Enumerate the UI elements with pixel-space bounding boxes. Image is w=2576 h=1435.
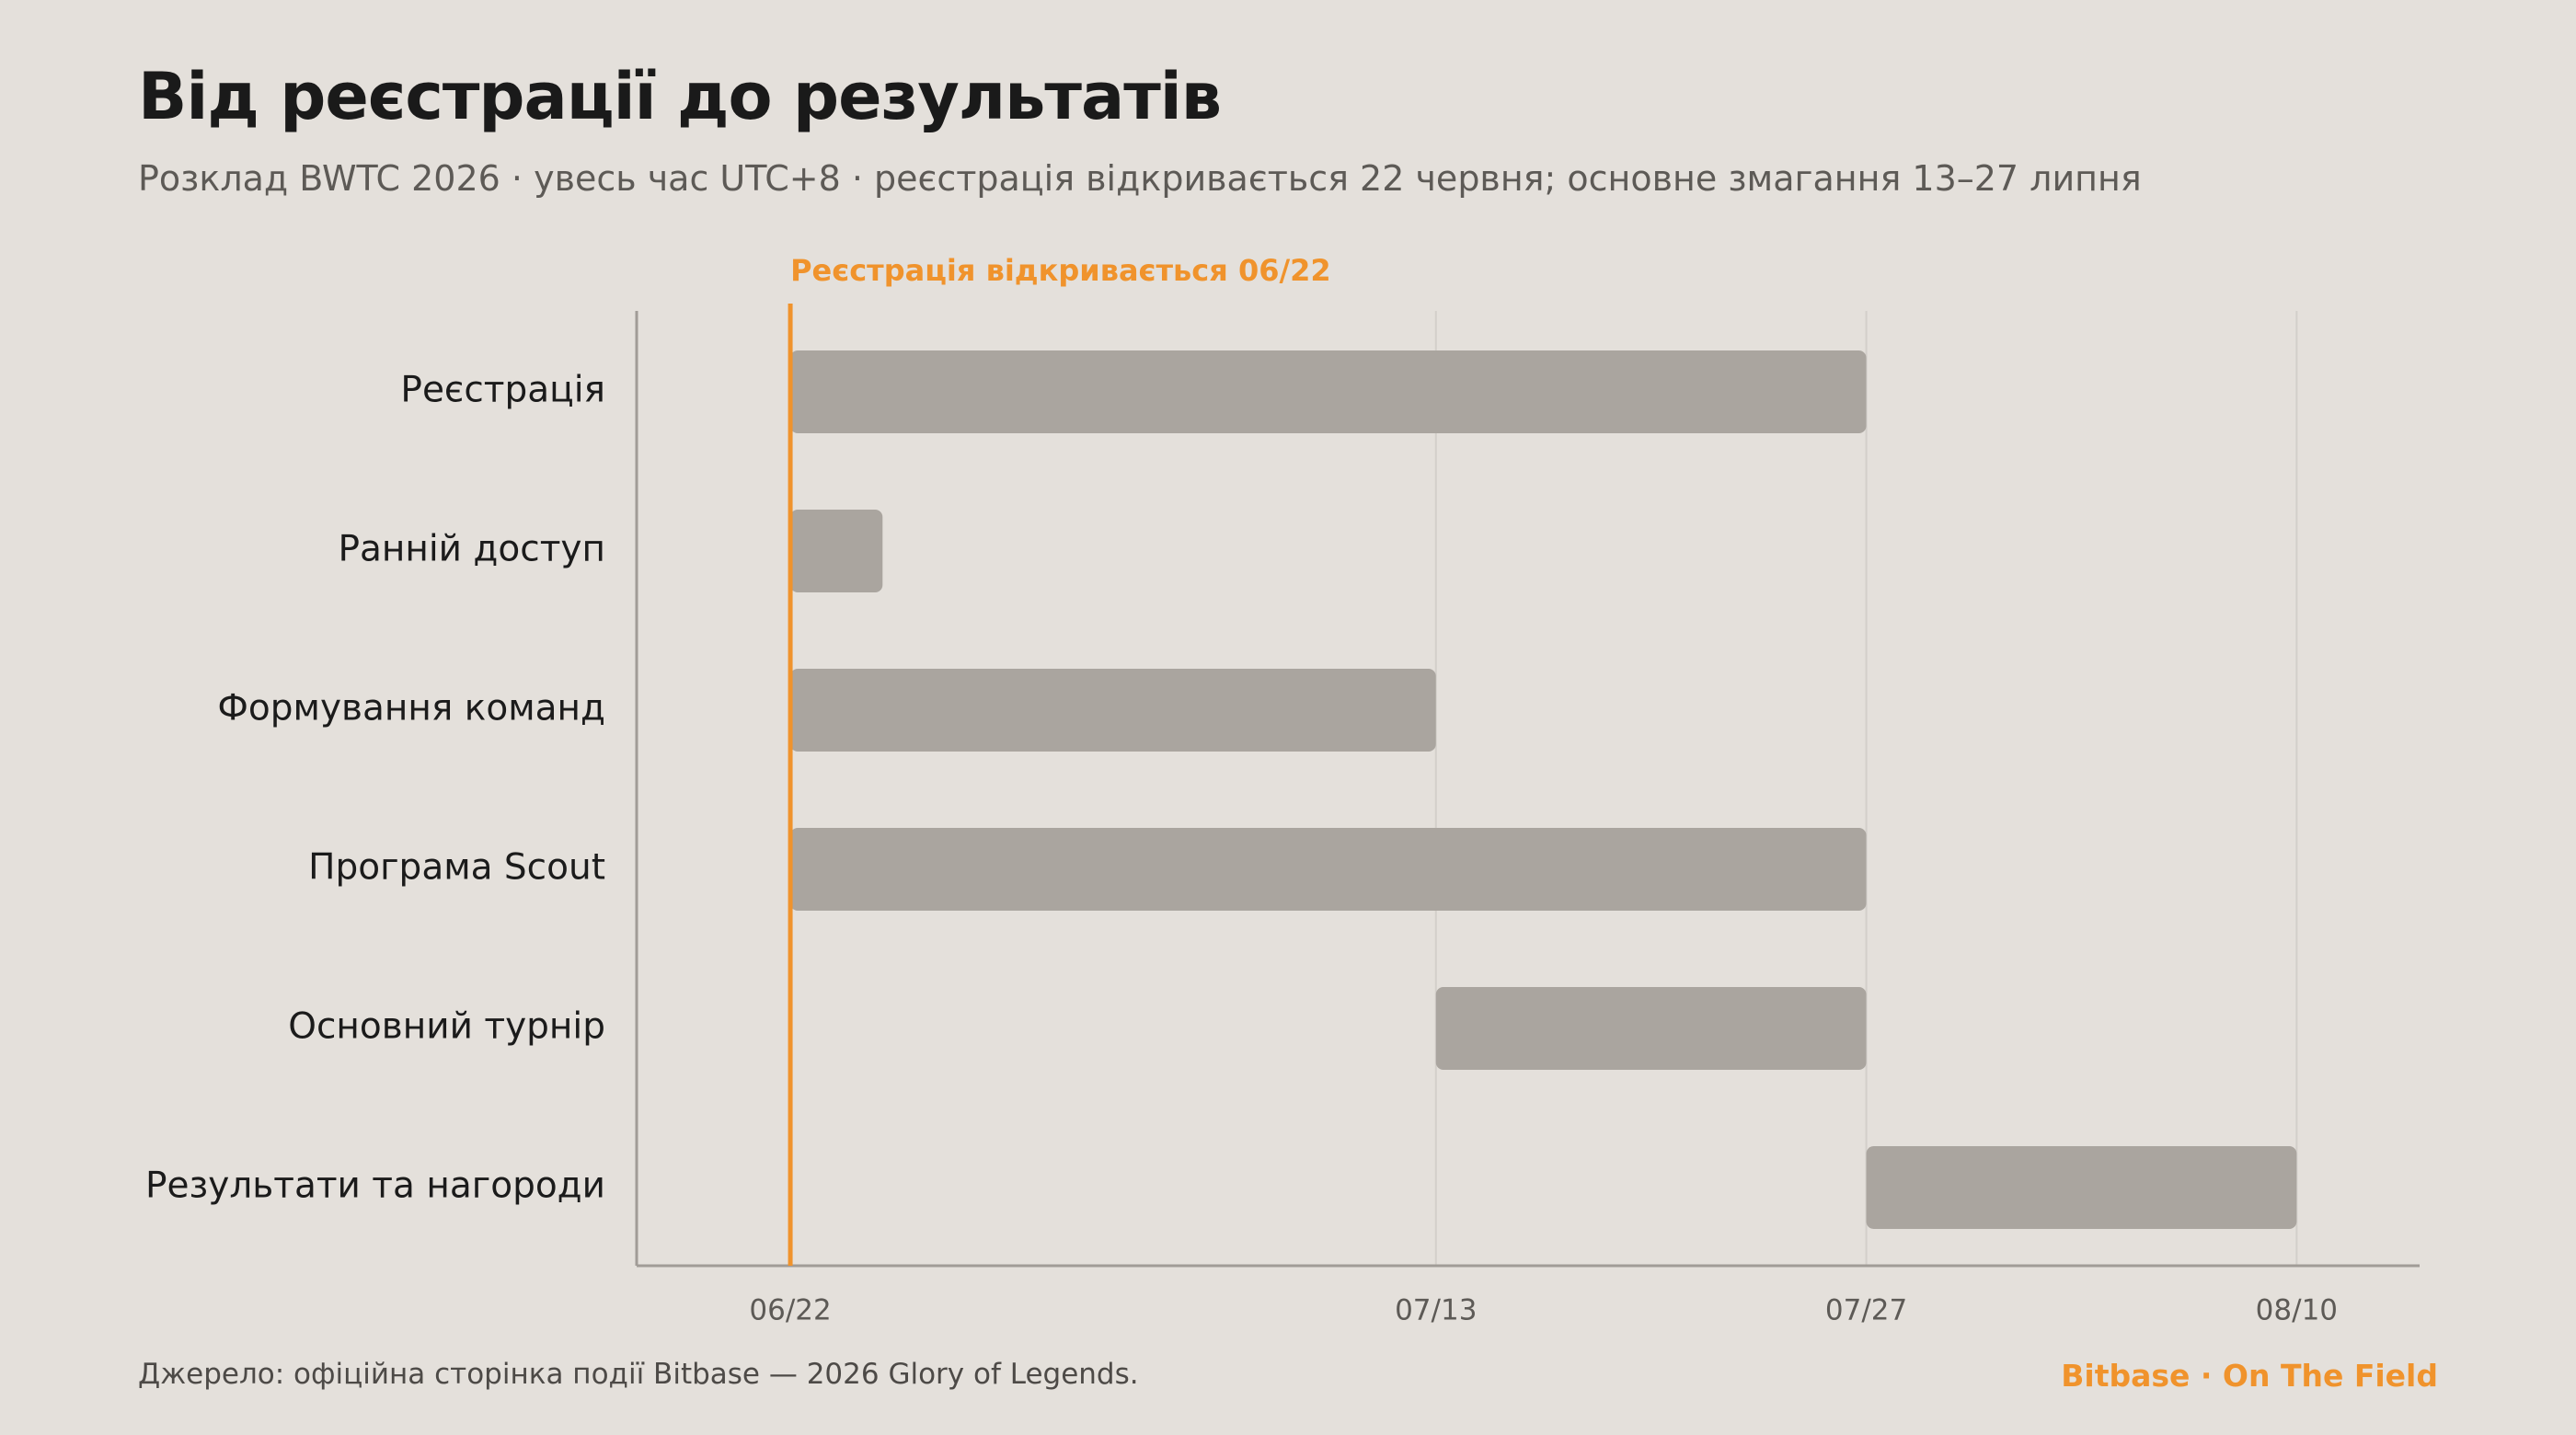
- category-label-2: Формування команд: [217, 688, 605, 729]
- task-bars: [790, 350, 2297, 1229]
- category-labels: Реєстрація Ранній доступ Формування команд…: [145, 370, 605, 1207]
- category-label-0: Реєстрація: [400, 370, 605, 411]
- category-label-3: Програма Scout: [308, 847, 605, 889]
- task-bar-5: [1866, 1146, 2297, 1229]
- brand-label: Bitbase · On The Field: [2061, 1358, 2438, 1394]
- x-tick-labels: 06/22 07/13 07/27 08/10: [749, 1294, 2338, 1327]
- chart-title: Від реєстрації до результатів: [138, 59, 1222, 134]
- category-label-5: Результати та нагороди: [145, 1165, 605, 1207]
- chart-subtitle: Розклад BWTC 2026 · увесь час UTC+8 · ре…: [138, 158, 2142, 199]
- task-bar-4: [1435, 987, 1867, 1070]
- task-bar-0: [790, 350, 1867, 433]
- x-tick-label-0: 06/22: [749, 1294, 831, 1327]
- x-tick-label-1: 07/13: [1395, 1294, 1477, 1327]
- marker-label: Реєстрація відкривається 06/22: [790, 253, 1331, 288]
- task-bar-2: [790, 669, 1436, 752]
- source-note: Джерело: офіційна сторінка події Bitbase…: [138, 1358, 1139, 1391]
- task-bar-3: [790, 828, 1867, 911]
- x-tick-label-3: 08/10: [2256, 1294, 2338, 1327]
- axes: [635, 311, 2420, 1268]
- category-label-4: Основний турнір: [288, 1006, 605, 1048]
- task-bar-1: [790, 510, 883, 592]
- x-tick-label-2: 07/27: [1825, 1294, 1907, 1327]
- registration-marker: Реєстрація відкривається 06/22: [788, 253, 1331, 1266]
- grid-lines: [789, 311, 2298, 1266]
- category-label-1: Ранній доступ: [338, 529, 605, 570]
